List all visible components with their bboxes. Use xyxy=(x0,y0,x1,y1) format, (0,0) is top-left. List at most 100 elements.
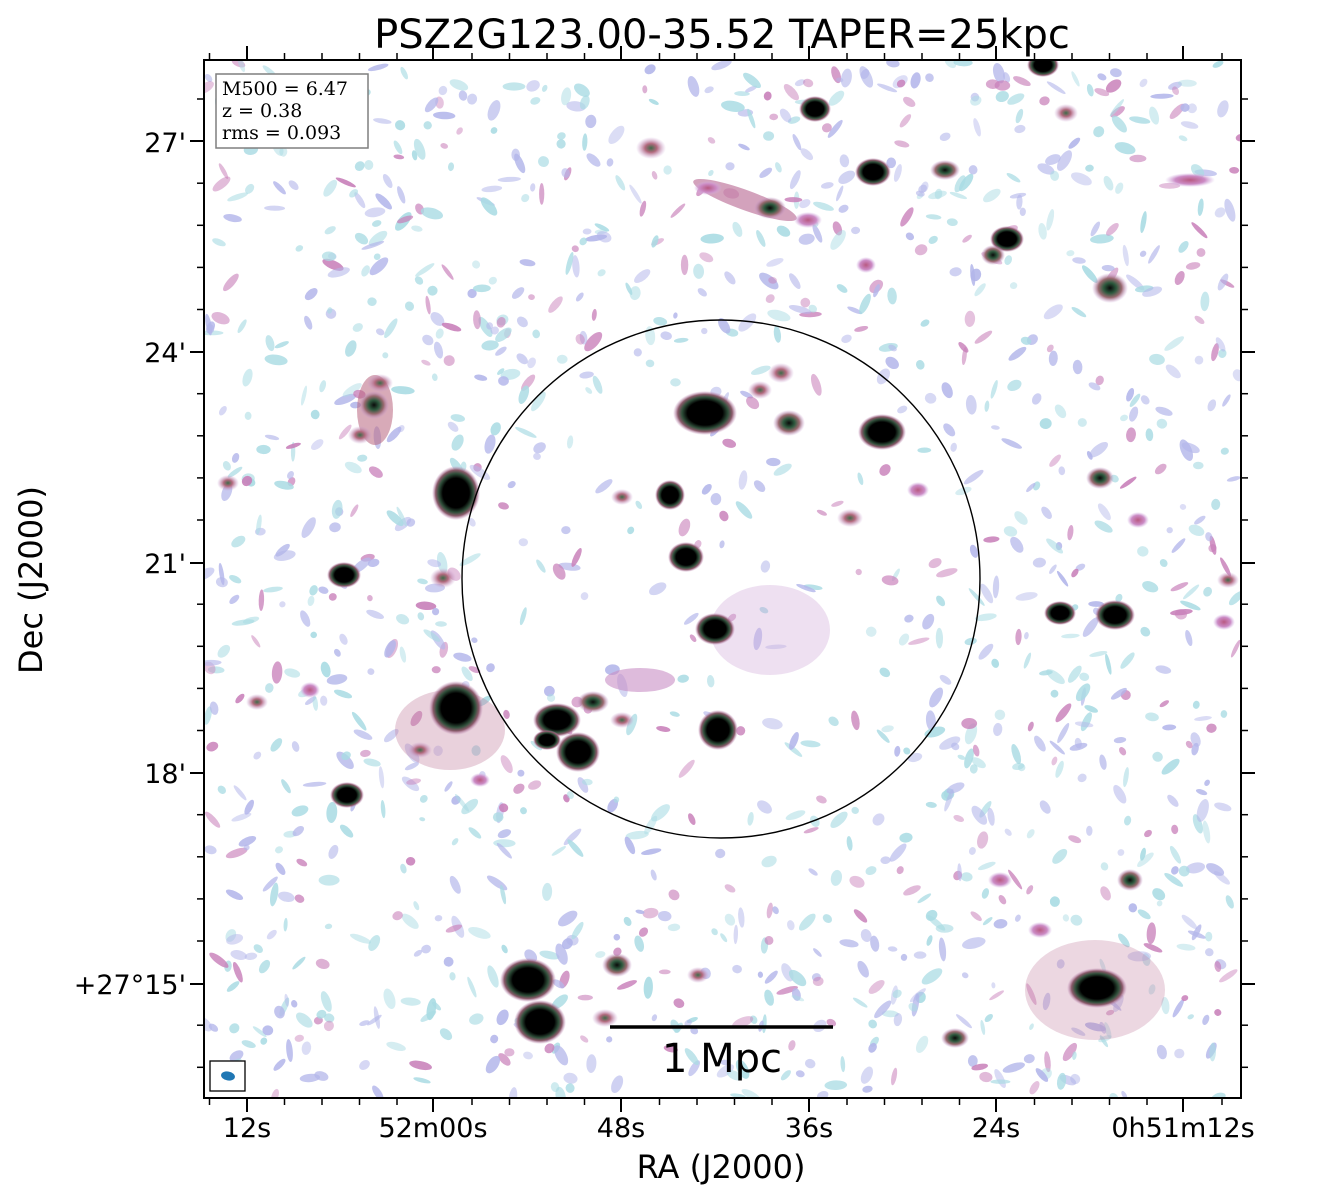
noise-speck xyxy=(887,946,898,952)
noise-speck xyxy=(435,621,447,627)
noise-speck xyxy=(789,170,801,190)
noise-speck xyxy=(323,179,338,197)
noise-speck xyxy=(1179,503,1187,510)
noise-speck xyxy=(741,1088,762,1098)
noise-speck xyxy=(217,644,231,658)
noise-speck xyxy=(395,120,406,131)
noise-speck xyxy=(579,237,587,246)
noise-speck xyxy=(1209,1042,1217,1062)
noise-speck xyxy=(503,709,510,719)
noise-speck xyxy=(955,486,972,496)
noise-speck xyxy=(413,949,423,957)
noise-speck xyxy=(1038,222,1047,240)
noise-speck xyxy=(924,392,937,404)
radio-source xyxy=(748,381,772,399)
figure-title: PSZ2G123.00-35.52 TAPER=25kpc xyxy=(374,12,1070,58)
noise-speck xyxy=(903,96,916,107)
noise-speck xyxy=(274,1005,285,1019)
noise-speck xyxy=(738,470,748,490)
faint-emission xyxy=(1165,173,1215,187)
noise-speck xyxy=(899,832,913,843)
noise-speck xyxy=(1218,349,1227,358)
noise-speck xyxy=(526,80,540,92)
noise-speck xyxy=(800,740,821,748)
noise-speck xyxy=(854,325,869,332)
noise-speck xyxy=(1139,78,1148,88)
noise-speck xyxy=(783,84,799,101)
faint-emission xyxy=(694,181,722,195)
noise-speck xyxy=(287,470,294,480)
noise-speck xyxy=(732,964,742,974)
noise-speck xyxy=(291,1000,298,1008)
noise-speck xyxy=(294,1034,304,1042)
noise-speck xyxy=(528,294,535,301)
noise-speck xyxy=(916,359,925,370)
noise-speck xyxy=(1113,737,1127,744)
noise-speck xyxy=(753,480,766,492)
faint-emission xyxy=(1127,512,1149,528)
noise-speck xyxy=(1068,137,1081,149)
noise-speck xyxy=(1139,250,1147,257)
noise-speck xyxy=(1203,586,1213,597)
noise-speck xyxy=(928,235,938,244)
noise-speck xyxy=(720,1059,730,1066)
noise-speck xyxy=(497,176,521,182)
radio-source xyxy=(1092,273,1128,303)
noise-speck xyxy=(961,972,969,979)
noise-speck xyxy=(1041,506,1052,520)
noise-speck xyxy=(791,995,805,1002)
noise-speck xyxy=(880,856,891,865)
radio-source xyxy=(837,509,863,527)
noise-speck xyxy=(1085,164,1094,172)
noise-speck xyxy=(449,972,456,981)
noise-speck xyxy=(715,848,726,859)
noise-speck xyxy=(321,251,337,262)
noise-speck xyxy=(868,1042,877,1053)
noise-speck xyxy=(1070,1073,1081,1085)
noise-speck xyxy=(658,969,671,975)
noise-speck xyxy=(486,663,495,673)
noise-speck xyxy=(820,182,834,189)
noise-speck xyxy=(312,695,319,711)
noise-speck xyxy=(1026,482,1036,493)
noise-speck xyxy=(301,517,316,538)
noise-speck xyxy=(383,988,396,1010)
noise-speck xyxy=(281,779,291,794)
noise-speck xyxy=(458,90,468,101)
noise-speck xyxy=(226,934,244,945)
noise-speck xyxy=(283,917,288,932)
noise-speck xyxy=(943,423,956,437)
noise-speck xyxy=(776,986,798,995)
noise-speck xyxy=(775,162,782,173)
noise-speck xyxy=(849,875,865,888)
noise-speck xyxy=(459,553,481,566)
noise-speck xyxy=(1219,969,1238,983)
noise-speck xyxy=(633,348,642,357)
noise-speck xyxy=(1154,463,1167,475)
noise-speck xyxy=(657,910,672,922)
noise-speck xyxy=(711,928,718,936)
noise-speck xyxy=(229,1023,240,1034)
noise-speck xyxy=(244,411,252,420)
noise-speck xyxy=(582,133,588,151)
noise-speck xyxy=(956,1014,972,1029)
noise-speck xyxy=(244,952,258,960)
noise-speck xyxy=(266,929,277,940)
noise-speck xyxy=(839,154,850,168)
noise-speck xyxy=(1013,76,1031,87)
noise-speck xyxy=(847,306,863,315)
noise-speck xyxy=(1185,262,1201,270)
noise-speck xyxy=(994,709,1006,721)
noise-speck xyxy=(555,943,568,965)
noise-speck xyxy=(427,559,442,568)
noise-speck xyxy=(516,353,528,365)
noise-speck xyxy=(294,894,305,903)
noise-speck xyxy=(639,200,647,217)
noise-speck xyxy=(641,848,662,855)
noise-speck xyxy=(251,635,261,648)
noise-speck xyxy=(1035,1068,1049,1082)
noise-speck xyxy=(894,140,910,148)
noise-speck xyxy=(857,472,864,486)
noise-speck xyxy=(1192,814,1203,834)
noise-speck xyxy=(237,60,246,73)
